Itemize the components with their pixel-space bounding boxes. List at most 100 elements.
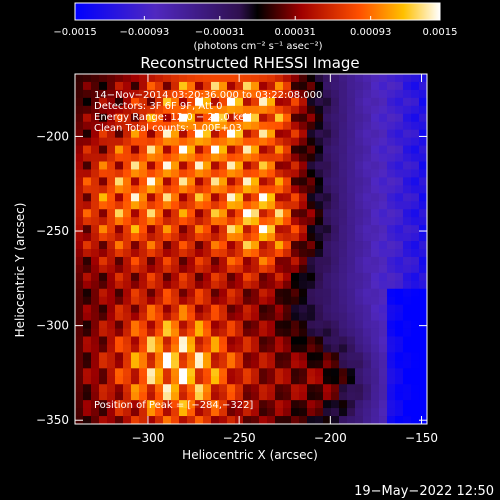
heatmap-cell [387, 137, 396, 146]
heatmap-cell [283, 169, 292, 178]
heatmap-cell [131, 392, 140, 401]
heatmap-cell [179, 161, 188, 170]
heatmap-cell [107, 368, 116, 377]
heatmap-cell [195, 288, 204, 298]
heatmap-cell [83, 233, 92, 242]
heatmap-cell [163, 81, 172, 91]
heatmap-cell [147, 288, 156, 298]
heatmap-cell [379, 81, 388, 91]
heatmap-cell [243, 129, 252, 139]
heatmap-cell [91, 169, 100, 178]
heatmap-cell [123, 296, 132, 306]
heatmap-cell [371, 217, 380, 226]
heatmap-cell [211, 408, 220, 417]
heatmap-cell [123, 352, 132, 361]
heatmap-cell [331, 296, 340, 306]
heatmap-cell [115, 89, 124, 99]
heatmap-cell [355, 336, 364, 345]
heatmap-cell [219, 137, 228, 146]
heatmap-cell [283, 105, 292, 115]
heatmap-cell [299, 360, 308, 369]
heatmap-cell [91, 185, 100, 194]
heatmap-cell [163, 177, 172, 186]
heatmap-cell [227, 368, 236, 377]
heatmap-cell [227, 296, 236, 306]
heatmap-cell [251, 392, 260, 401]
heatmap-cell [291, 137, 300, 146]
heatmap-cell [379, 296, 388, 306]
heatmap-cell [371, 336, 380, 345]
heatmap-cell [419, 304, 427, 314]
heatmap-cell [243, 288, 252, 298]
heatmap-cell [387, 233, 396, 242]
heatmap-cell [299, 89, 308, 99]
heatmap-cell [107, 161, 116, 170]
heatmap-cell [243, 264, 252, 274]
heatmap-cell [83, 177, 92, 186]
heatmap-cell [299, 153, 308, 162]
heatmap-cell [371, 360, 380, 369]
heatmap-cell [307, 137, 316, 146]
heatmap-cell [163, 161, 172, 170]
heatmap-cell [107, 256, 116, 266]
heatmap-cell [347, 145, 356, 154]
heatmap-cell [379, 272, 388, 282]
footer-date: 19−May−2022 12:50 [354, 484, 494, 499]
heatmap-cell [243, 368, 252, 377]
heatmap-cell [99, 217, 108, 226]
heatmap-cell [363, 249, 372, 258]
heatmap-cell [115, 193, 124, 202]
heatmap-cell [315, 360, 324, 369]
heatmap-cell [115, 217, 124, 226]
heatmap-cell [171, 121, 180, 131]
heatmap-cell [411, 233, 420, 242]
heatmap-cell [347, 344, 356, 353]
heatmap-cell [147, 201, 156, 210]
heatmap-cell [411, 312, 420, 321]
heatmap-cell [307, 280, 316, 290]
heatmap-cell [235, 304, 244, 314]
heatmap-cell [155, 81, 164, 91]
heatmap-cell [227, 416, 236, 424]
heatmap-cell [275, 392, 284, 401]
heatmap-cell [379, 249, 388, 258]
heatmap-cell [147, 328, 156, 337]
heatmap-cell [219, 376, 228, 385]
heatmap-cell [171, 288, 180, 298]
heatmap-cell [243, 177, 252, 186]
heatmap-cell [75, 288, 84, 298]
heatmap-cell [163, 376, 172, 385]
heatmap-cell [227, 272, 236, 282]
heatmap-cell [339, 384, 348, 393]
heatmap-cell [163, 288, 172, 298]
heatmap-cell [219, 129, 228, 139]
heatmap-cell [171, 256, 180, 266]
heatmap-cell [299, 344, 308, 353]
heatmap-cell [347, 209, 356, 218]
heatmap-cell [155, 249, 164, 258]
heatmap-cell [419, 209, 427, 218]
heatmap-cell [155, 185, 164, 194]
heatmap-cell [163, 105, 172, 115]
heatmap-cell [267, 121, 276, 131]
heatmap-cell [395, 185, 404, 194]
heatmap-cell [307, 256, 316, 266]
heatmap-cell [259, 336, 268, 345]
heatmap-cell [387, 328, 396, 337]
heatmap-cell [403, 352, 412, 361]
heatmap-cell [403, 89, 412, 99]
heatmap-cell [251, 328, 260, 337]
heatmap-cell [235, 344, 244, 353]
heatmap-cell [315, 97, 324, 107]
heatmap-cell [219, 121, 228, 131]
heatmap-cell [91, 352, 100, 361]
heatmap-cell [131, 185, 140, 194]
heatmap-cell [395, 256, 404, 266]
heatmap-cell [155, 233, 164, 242]
heatmap-cell [227, 177, 236, 186]
heatmap-cell [139, 320, 148, 329]
heatmap-cell [259, 392, 268, 401]
heatmap-cell [75, 201, 84, 210]
heatmap-cell [227, 137, 236, 146]
heatmap-cell [315, 241, 324, 250]
